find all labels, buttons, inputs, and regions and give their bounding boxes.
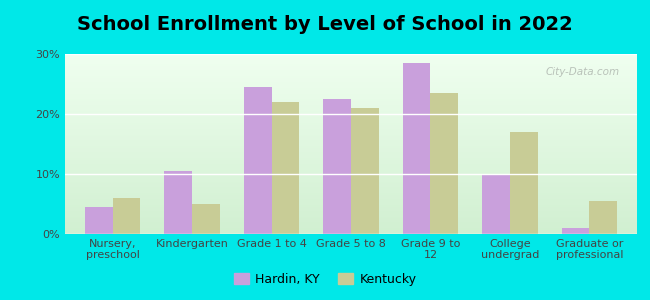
Bar [590,201,617,234]
Bar [430,93,458,234]
Bar [510,132,538,234]
Bar [244,87,272,234]
Bar [562,228,590,234]
Bar [85,207,112,234]
Bar [192,204,220,234]
Text: School Enrollment by Level of School in 2022: School Enrollment by Level of School in … [77,15,573,34]
Bar [351,108,379,234]
Bar [164,171,192,234]
Bar [272,102,300,234]
Bar [112,198,140,234]
Bar [402,63,430,234]
Legend: Hardin, KY, Kentucky: Hardin, KY, Kentucky [229,268,421,291]
Text: City-Data.com: City-Data.com [546,67,620,76]
Bar [323,99,351,234]
Bar [482,174,510,234]
